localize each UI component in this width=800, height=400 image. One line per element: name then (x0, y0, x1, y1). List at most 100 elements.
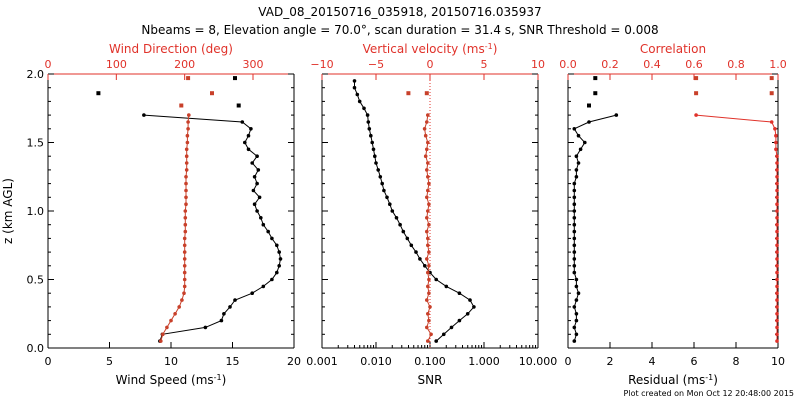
data-point (252, 175, 257, 179)
data-point (277, 264, 282, 268)
data-point (370, 140, 375, 145)
data-point (184, 181, 188, 186)
data-point (775, 264, 779, 268)
data-point (409, 243, 414, 248)
data-point (252, 202, 257, 206)
data-point (249, 127, 253, 131)
data-point (428, 305, 432, 309)
data-point (427, 222, 431, 227)
data-point (182, 270, 187, 275)
data-point (426, 339, 430, 343)
data-point (266, 229, 271, 234)
y-tick-label: 0.5 (27, 274, 45, 287)
data-point (182, 277, 187, 282)
data-point (425, 168, 429, 172)
data-point (574, 154, 579, 158)
y-axis-label: z (km AGL) (1, 178, 15, 244)
data-point (572, 209, 577, 213)
isolated-point (587, 103, 591, 108)
data-point (203, 325, 208, 330)
data-point (572, 243, 577, 248)
data-point (177, 305, 181, 309)
data-point (183, 216, 188, 220)
data-point (587, 120, 591, 124)
series-line-1 (573, 114, 617, 342)
data-point (576, 161, 581, 165)
data-point (774, 133, 778, 138)
data-point (246, 147, 251, 152)
x-tick-label-top: 100 (106, 58, 127, 71)
data-point (572, 305, 577, 309)
data-point (775, 312, 779, 316)
x-tick-label-top: 10 (531, 58, 545, 71)
data-point (774, 147, 778, 152)
data-point (434, 277, 439, 282)
data-point (775, 257, 779, 261)
isolated-point (186, 76, 191, 81)
plot-footer: Plot created on Mon Oct 12 20:48:00 2015 (624, 389, 794, 398)
data-point (184, 202, 188, 206)
data-point (572, 181, 577, 186)
data-point (574, 312, 579, 316)
data-point (775, 236, 779, 241)
y-tick-label: 0.0 (27, 342, 45, 355)
data-point (429, 332, 433, 337)
data-point (405, 236, 410, 241)
data-point (426, 161, 430, 165)
data-point (434, 339, 439, 343)
isolated-point (593, 91, 598, 96)
data-point (376, 168, 381, 172)
data-point (773, 127, 777, 131)
data-point (425, 216, 429, 220)
x-tick-label-top: 200 (174, 58, 195, 71)
x-tick-label-bottom: 5 (106, 355, 113, 368)
isolated-point (593, 76, 598, 81)
data-point (426, 113, 430, 117)
isolated-point (694, 91, 699, 96)
x-tick-label-bottom: 15 (226, 355, 240, 368)
data-point (184, 168, 189, 172)
data-point (278, 257, 283, 261)
data-point (382, 188, 386, 193)
data-point (572, 195, 577, 200)
isolated-point (236, 103, 241, 108)
data-point (775, 161, 779, 165)
data-point (425, 257, 429, 261)
x-tick-label-top: 5 (481, 58, 488, 71)
data-point (390, 209, 395, 213)
data-point (250, 161, 254, 165)
data-point (574, 168, 579, 172)
x-tick-label-bottom: 1.000 (468, 355, 500, 368)
x-tick-label-top: 0.4 (643, 58, 661, 71)
x-tick-label-top: 0 (427, 58, 434, 71)
data-point (275, 270, 279, 275)
data-point (183, 209, 188, 213)
data-point (425, 120, 429, 124)
data-point (572, 325, 577, 330)
x-tick-label-bottom: 0 (45, 355, 52, 368)
data-point (255, 154, 259, 158)
data-point (572, 339, 577, 343)
data-point (775, 325, 779, 330)
data-point (775, 195, 779, 200)
x-tick-label-top: 1.0 (769, 58, 787, 71)
data-point (775, 243, 779, 248)
panel-3: 0 2 4 6 8 10 Residual (ms-1) 0.0 0.2 0.4 0.6 0.8 1.0… (559, 42, 787, 387)
data-point (775, 298, 779, 302)
isolated-point (424, 91, 429, 96)
data-point (165, 325, 169, 330)
data-point (472, 305, 476, 309)
data-point (425, 229, 429, 234)
data-point (255, 181, 259, 186)
data-point (572, 264, 577, 268)
series-line-2 (696, 114, 778, 342)
isolated-point (694, 76, 699, 81)
data-point (775, 250, 779, 254)
x-tick-label-bottom: 10 (771, 355, 785, 368)
data-point (576, 133, 581, 138)
x-tick-label-bottom: 20 (287, 355, 301, 368)
data-point (182, 264, 187, 268)
y-tick-label: 1.5 (27, 137, 45, 150)
data-point (775, 277, 779, 282)
